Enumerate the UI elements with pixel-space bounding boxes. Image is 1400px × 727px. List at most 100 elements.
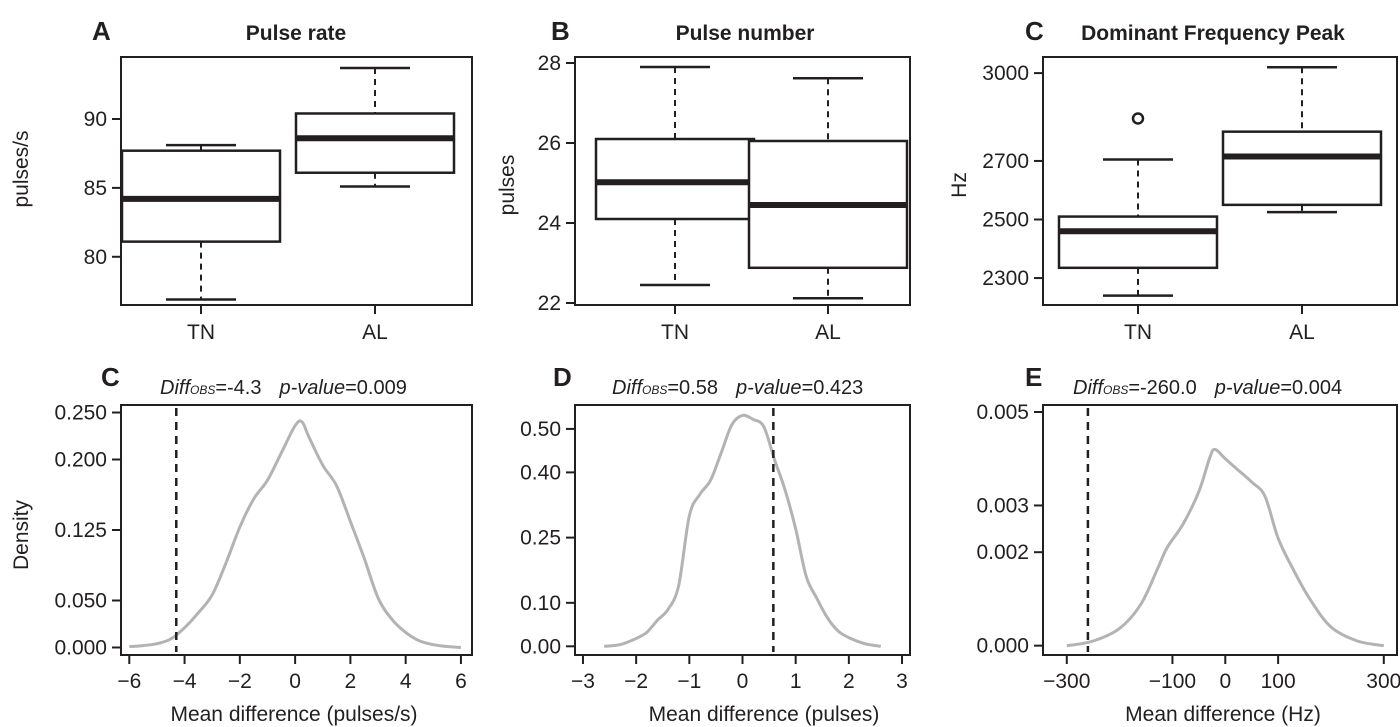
density-panel-2: D DiffOBS=0.58 p-value=0.423 Mean differenc… <box>520 362 911 726</box>
x-tick-label: 6 <box>455 670 467 693</box>
p-value-label: p-value <box>1214 377 1281 399</box>
y-tick-label: 0.40 <box>520 461 561 484</box>
y-tick-label: 0.10 <box>520 592 561 615</box>
diff-value: =-4.3 <box>215 377 261 399</box>
diff-value: =0.58 <box>667 377 718 399</box>
y-tick-label: 0.002 <box>976 541 1029 564</box>
y-tick-label: 2700 <box>982 150 1029 173</box>
x-axis-title: Mean difference (pulses) <box>649 703 880 726</box>
diff-label: Diff <box>612 377 644 399</box>
panel-title: Pulse number <box>676 22 815 45</box>
diff-label: Diff <box>1073 377 1105 399</box>
y-tick-label: 90 <box>84 108 107 131</box>
y-tick-label: 0.000 <box>976 635 1029 658</box>
diff-value: =-260.0 <box>1128 377 1196 399</box>
y-tick-label: 22 <box>538 292 561 315</box>
x-tick-label: 4 <box>400 670 412 693</box>
panel-letter: C <box>1025 16 1044 46</box>
stats-annotation: DiffOBS=-4.3 p-value=0.009 <box>160 377 407 399</box>
diff-subscript: OBS <box>642 383 667 397</box>
y-tick-label: 26 <box>538 132 561 155</box>
stats-annotation: DiffOBS=-260.0 p-value=0.004 <box>1073 377 1342 399</box>
boxplot-panel-2: B Pulse number pulses 22 24 26 28 TN AL <box>496 16 911 344</box>
y-tick-label: 0.200 <box>54 449 107 472</box>
outlier-point <box>1131 112 1145 125</box>
density-panel-1: C DiffOBS=-4.3 p-value=0.009 Density Mean di… <box>10 362 473 726</box>
y-axis-title: pulses <box>496 155 519 216</box>
panel-title: Dominant Frequency Peak <box>1081 22 1345 45</box>
box-al <box>294 66 456 188</box>
box-iqr <box>294 112 456 174</box>
y-tick-label: 24 <box>538 212 562 235</box>
x-tick-label: 2 <box>345 670 357 693</box>
p-value-value: =0.423 <box>802 377 864 399</box>
box-iqr <box>1057 215 1219 270</box>
x-tick-label: 300 <box>1366 670 1400 693</box>
x-tick-label: −3 <box>571 670 595 693</box>
y-tick-label: 0.000 <box>54 636 107 659</box>
p-value-value: =0.009 <box>345 377 407 399</box>
x-tick-label: −1 <box>677 670 701 693</box>
x-axis-title: Mean difference (Hz) <box>1125 703 1321 726</box>
panel-letter: E <box>1025 362 1042 392</box>
stats-annotation: DiffOBS=0.58 p-value=0.423 <box>612 377 863 399</box>
panel-title: Pulse rate <box>246 22 346 45</box>
x-tick-label: −300 <box>1043 670 1090 693</box>
boxplot-panel-1: A Pulse rate pulses/s 80 85 90 TN AL <box>10 16 473 344</box>
x-tick-label: AL <box>1289 321 1315 344</box>
y-axis-title: pulses/s <box>10 130 33 207</box>
panel-letter: C <box>101 362 120 392</box>
y-tick-label: 2500 <box>982 209 1029 232</box>
plot-frame <box>120 404 473 656</box>
y-tick-label: 28 <box>538 52 561 75</box>
y-tick-label: 0.005 <box>976 401 1029 424</box>
box-tn <box>594 65 756 287</box>
y-tick-label: 0.00 <box>520 635 561 658</box>
panel-letter: A <box>92 16 111 46</box>
x-tick-label: AL <box>362 321 388 344</box>
panel-letter: D <box>553 362 572 392</box>
box-tn <box>120 143 282 301</box>
y-tick-label: 85 <box>84 177 107 200</box>
plot-frame <box>574 404 911 656</box>
y-axis-title: Density <box>10 499 33 570</box>
x-tick-label: 2 <box>843 670 855 693</box>
y-axis-title: Hz <box>948 172 971 198</box>
y-tick-label: 0.25 <box>520 527 561 550</box>
panel-letter: B <box>551 16 570 46</box>
x-tick-label: 100 <box>1261 670 1296 693</box>
box-tn <box>1057 112 1219 297</box>
y-tick-label: 3000 <box>982 62 1029 85</box>
density-curve <box>129 419 462 649</box>
box-iqr <box>594 137 756 221</box>
x-tick-label: 0 <box>737 670 749 693</box>
x-tick-label: AL <box>815 321 841 344</box>
density-curve <box>1066 447 1385 648</box>
x-tick-label: TN <box>661 321 689 344</box>
x-tick-label: −2 <box>228 670 252 693</box>
diff-subscript: OBS <box>1103 383 1128 397</box>
y-tick-label: 0.050 <box>54 589 107 612</box>
x-tick-label: 0 <box>289 670 301 693</box>
p-value-label: p-value <box>735 377 802 399</box>
plot-frame <box>1042 56 1398 306</box>
diff-subscript: OBS <box>190 383 215 397</box>
box-al <box>747 76 909 300</box>
x-tick-label: 3 <box>896 670 908 693</box>
y-tick-label: 0.003 <box>976 494 1029 517</box>
density-panel-3: E DiffOBS=-260.0 p-value=0.004 Mean differe… <box>976 362 1400 726</box>
y-tick-label: 2300 <box>982 267 1029 290</box>
y-tick-label: 0.250 <box>54 402 107 425</box>
y-tick-label: 0.125 <box>54 519 107 542</box>
density-curve <box>604 413 882 648</box>
x-axis-title: Mean difference (pulses/s) <box>170 703 417 726</box>
x-tick-label: 0 <box>1219 670 1231 693</box>
p-value-value: =0.004 <box>1280 377 1342 399</box>
plot-frame <box>574 56 911 306</box>
boxplot-panel-3: C Dominant Frequency Peak Hz 2300 2500 2700 30… <box>948 16 1398 344</box>
diff-label: Diff <box>160 377 192 399</box>
plot-frame <box>1042 404 1398 656</box>
x-tick-label: TN <box>1124 321 1152 344</box>
x-tick-label: −4 <box>173 670 197 693</box>
